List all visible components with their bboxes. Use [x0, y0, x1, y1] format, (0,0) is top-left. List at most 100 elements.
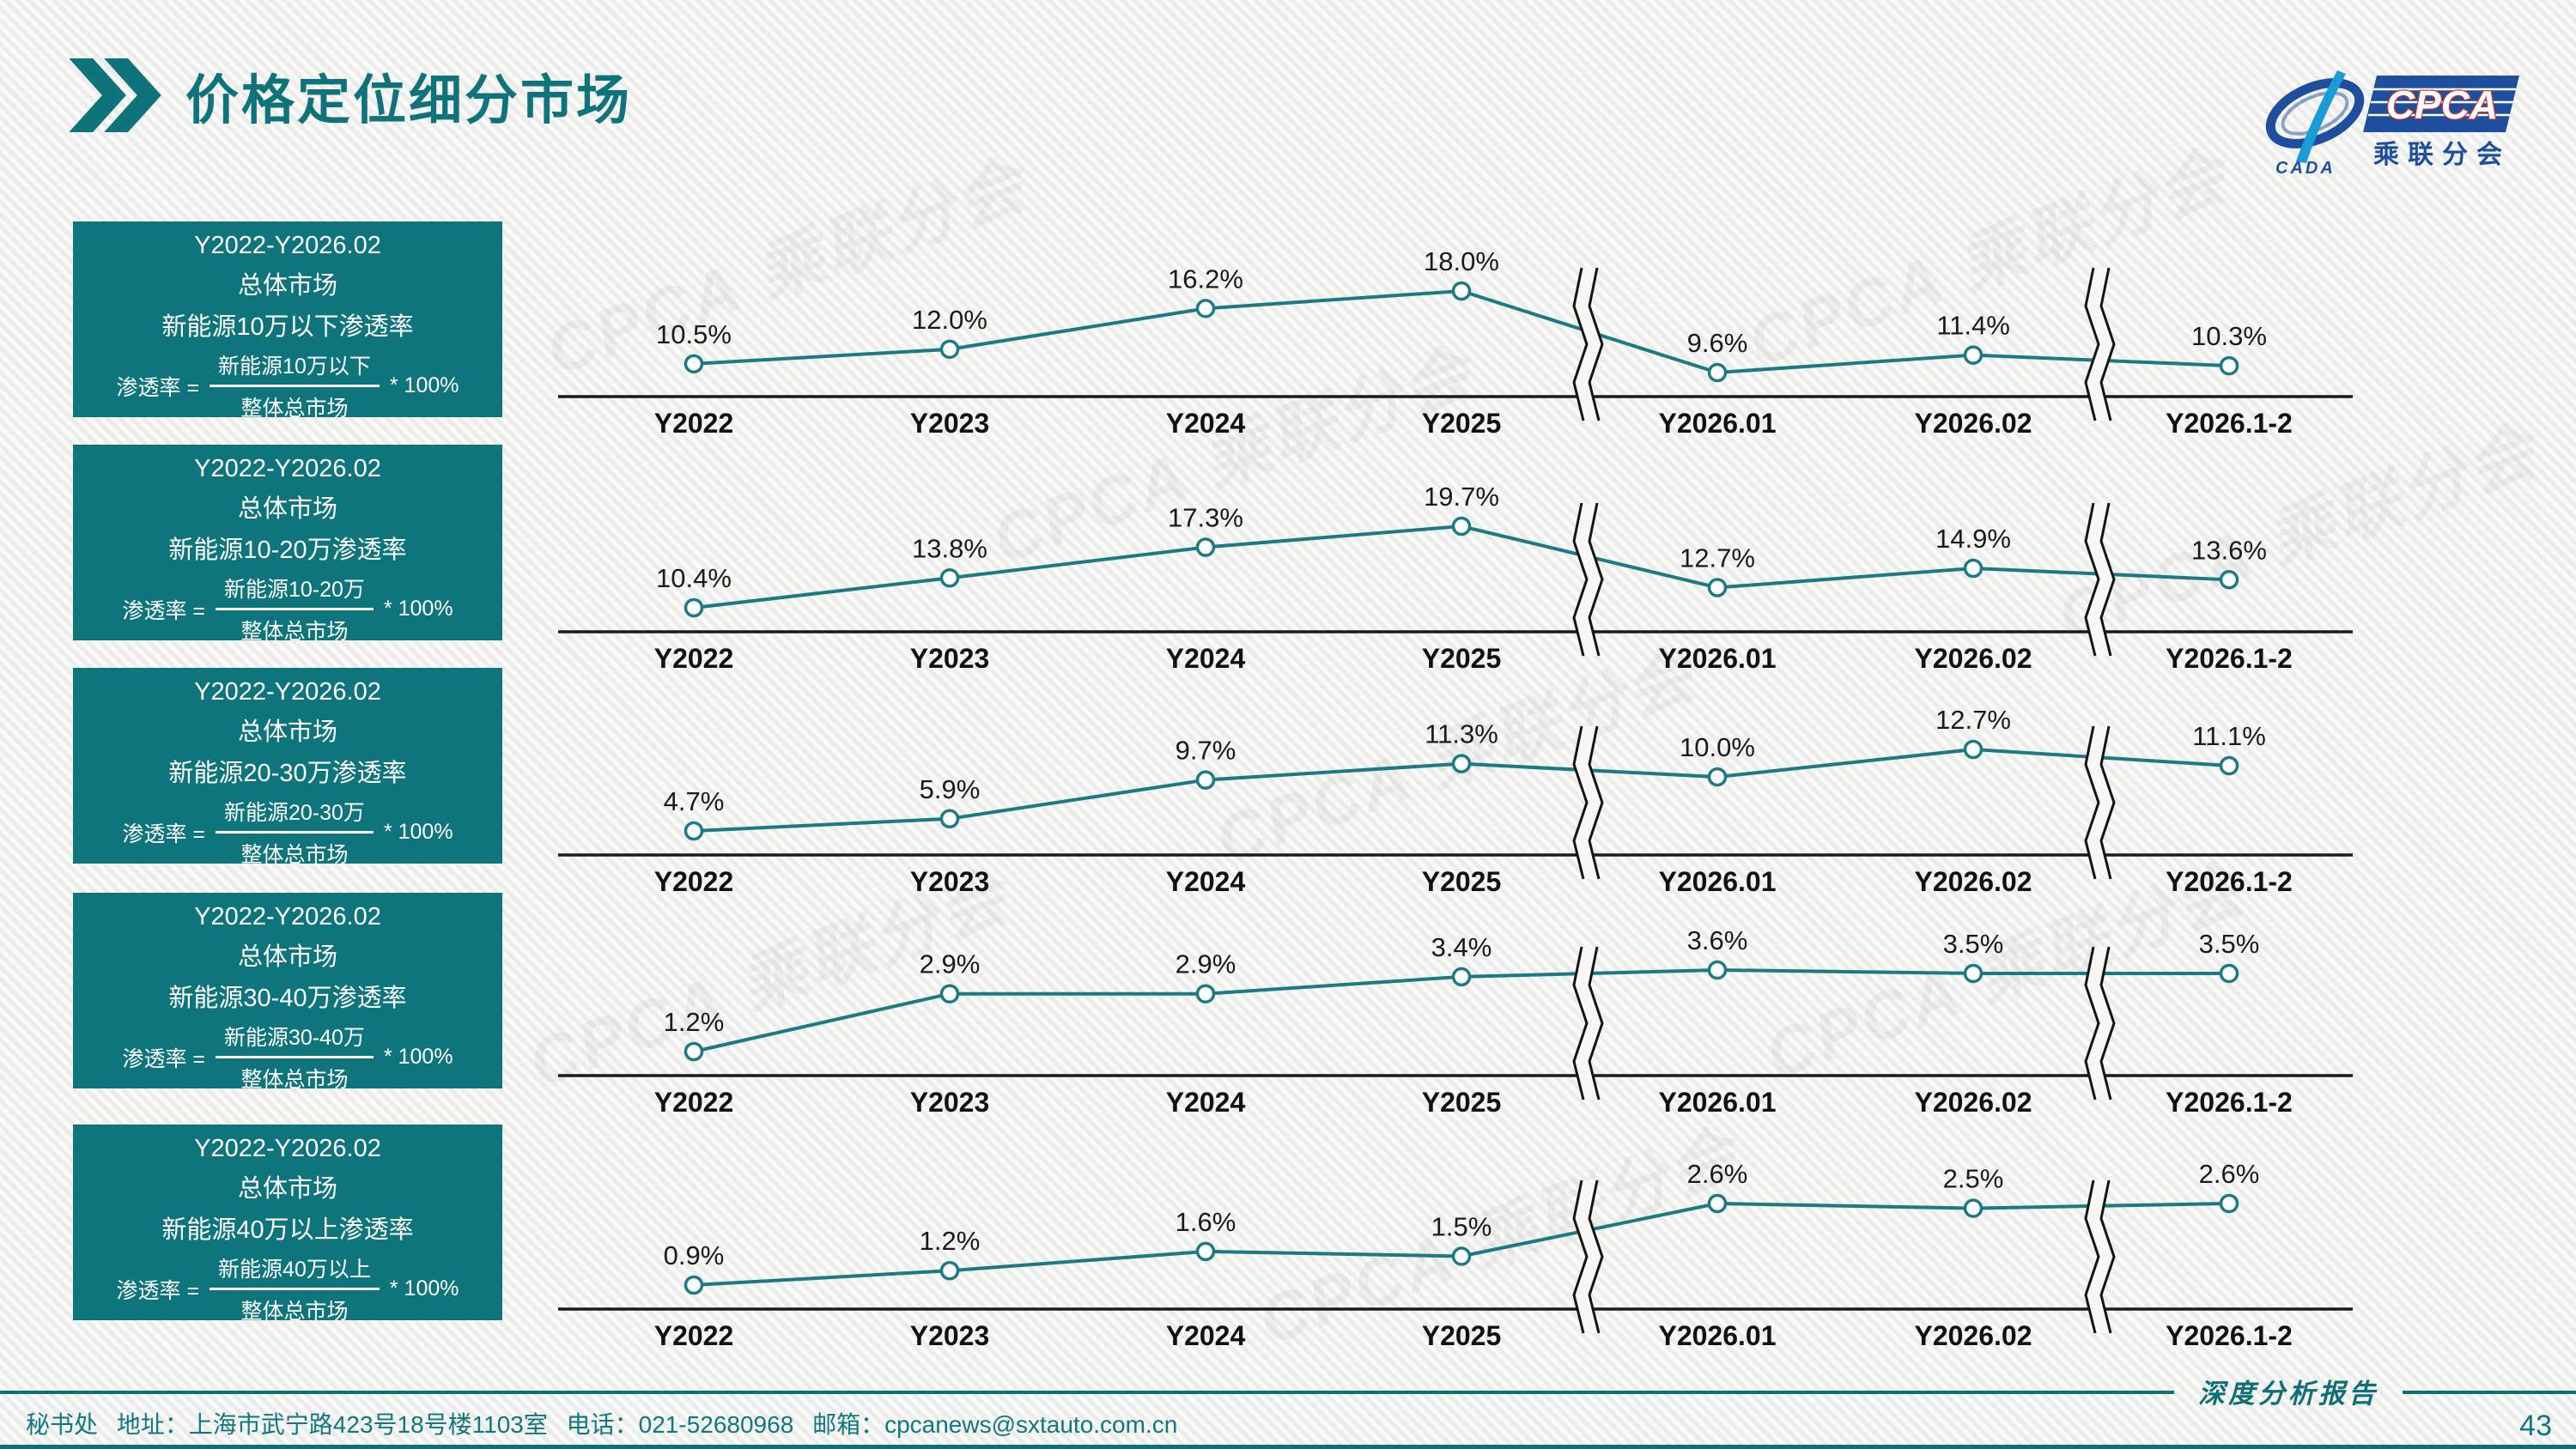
category-label: Y2024 [1166, 643, 1246, 674]
data-point-marker [1963, 739, 1984, 760]
data-label: 11.1% [2192, 721, 2266, 751]
card-period: Y2022-Y2026.02 [194, 455, 381, 482]
card-metric: 新能源20-30万渗透率 [168, 760, 407, 787]
data-point-marker [683, 821, 704, 841]
formula-lhs: 渗透率 = [116, 375, 200, 400]
card-period: Y2022-Y2026.02 [194, 678, 381, 706]
axis-break-mark [2084, 502, 2100, 657]
footer-contact: 秘书处 地址：上海市武宁路423号18号楼1103室 电话：021-526809… [26, 1406, 1189, 1440]
card-market: 总体市场 [237, 943, 337, 971]
category-label: Y2024 [1166, 866, 1246, 897]
data-label: 10.4% [656, 563, 732, 593]
formula-denominator: 整体总市场 [240, 843, 349, 867]
data-label: 12.0% [912, 305, 987, 335]
category-label: Y2022 [654, 1087, 734, 1118]
data-point-marker [1451, 516, 1472, 537]
footer-email[interactable]: 邮箱：cpcanews@sxtauto.com.cn [812, 1411, 1178, 1438]
category-label: Y2026.1-2 [2166, 1320, 2293, 1351]
data-label: 3.6% [1687, 925, 1748, 955]
formula-lhs: 渗透率 = [122, 822, 205, 846]
data-point-marker [1195, 1241, 1216, 1262]
card-period: Y2022-Y2026.02 [194, 903, 381, 931]
data-label: 3.5% [2199, 929, 2260, 959]
penetration-chart-300-400k: 1.2% Y2022 2.9% Y2023 2.9% Y2024 3.4% Y2025 3.6%… [558, 925, 2353, 1118]
data-point-marker [1451, 281, 1472, 301]
data-point-marker [1195, 984, 1216, 1003]
card-market: 总体市场 [237, 1175, 337, 1203]
metric-card-300-400k: Y2022-Y2026.02 总体市场 新能源30-40万渗透率 渗透率 = 新… [73, 893, 502, 1092]
footer-rule [0, 1391, 2174, 1394]
data-label: 11.4% [1936, 311, 2010, 341]
data-point-marker [2219, 570, 2239, 590]
data-point-marker [2219, 355, 2239, 376]
category-label: Y2026.01 [1658, 1087, 1776, 1118]
axis-break-mark [2099, 946, 2116, 1100]
data-point-marker [683, 1275, 704, 1295]
data-label: 5.9% [920, 774, 981, 804]
data-label: 11.3% [1425, 719, 1498, 749]
penetration-formula: 渗透率 = 新能源10万以下 整体总市场 * 100% [73, 349, 502, 422]
axis-break-mark [2099, 1179, 2116, 1334]
cpca-logo: CADA CPCA 乘联分会 [2265, 70, 2519, 178]
category-label: Y2023 [910, 1320, 990, 1351]
category-label: Y2023 [910, 866, 990, 897]
penetration-formula: 渗透率 = 新能源40万以上 整体总市场 * 100% [73, 1252, 502, 1325]
axis-break-mark [1572, 267, 1589, 421]
data-label: 9.6% [1687, 328, 1748, 358]
logo-cada-text: CADA [2275, 159, 2336, 178]
formula-multiplier: * 100% [383, 1045, 453, 1069]
metric-card-100-200k: Y2022-Y2026.02 总体市场 新能源10-20万渗透率 渗透率 = 新… [73, 445, 502, 644]
metric-card-200-300k: Y2022-Y2026.02 总体市场 新能源20-30万渗透率 渗透率 = 新… [73, 668, 502, 867]
logo-quill [2296, 70, 2346, 163]
data-label: 13.8% [912, 533, 987, 563]
data-label: 2.9% [920, 949, 981, 979]
formula-lhs: 渗透率 = [116, 1278, 200, 1303]
category-label: Y2023 [910, 1087, 990, 1118]
data-point-marker [1963, 963, 1984, 984]
footer-rule [2403, 1391, 2576, 1394]
formula-denominator: 整体总市场 [240, 1300, 349, 1324]
axis-break-mark [2099, 502, 2116, 657]
category-label: Y2024 [1166, 1320, 1246, 1351]
data-point-marker [683, 1041, 704, 1062]
formula-numerator: 新能源40万以上 [210, 1252, 380, 1290]
axis-break-mark [2084, 725, 2100, 880]
data-point-marker [1195, 537, 1216, 557]
data-point-marker [683, 354, 704, 374]
formula-numerator: 新能源20-30万 [215, 796, 374, 834]
data-point-marker [1195, 299, 1216, 318]
data-point-marker [2219, 963, 2239, 984]
formula-lhs: 渗透率 = [122, 1046, 205, 1071]
data-label: 14.9% [1935, 524, 2011, 554]
data-label: 12.7% [1935, 705, 2011, 735]
data-point-marker [1707, 362, 1728, 383]
formula-denominator: 整体总市场 [240, 620, 349, 644]
page-number: 43 [2519, 1410, 2552, 1442]
data-label: 3.4% [1431, 932, 1492, 962]
data-label: 2.6% [1687, 1159, 1748, 1189]
category-label: Y2026.02 [1914, 1320, 2032, 1351]
data-label: 2.5% [1943, 1164, 2004, 1194]
bottom-accent-bar [0, 1445, 2576, 1449]
data-label: 17.3% [1168, 503, 1243, 533]
formula-denominator: 整体总市场 [240, 1068, 349, 1092]
data-label: 1.2% [920, 1226, 981, 1256]
data-point-marker [1707, 578, 1728, 597]
category-label: Y2026.02 [1914, 1087, 2032, 1118]
penetration-chart-100-200k: 10.4% Y2022 13.8% Y2023 17.3% Y2024 19.7% Y2025… [558, 482, 2353, 674]
data-point-marker [939, 809, 960, 828]
card-metric: 新能源40万以上渗透率 [161, 1216, 414, 1244]
card-market: 总体市场 [237, 495, 337, 523]
card-metric: 新能源10万以下渗透率 [161, 313, 414, 341]
data-point-marker [1963, 1198, 1984, 1218]
page-header: 价格定位细分市场 [67, 57, 632, 134]
category-label: Y2025 [1422, 1087, 1502, 1118]
category-label: Y2026.01 [1658, 643, 1776, 674]
footer-secretariat: 秘书处 [26, 1411, 99, 1438]
logo-subtitle: 乘联分会 [2373, 141, 2511, 169]
category-label: Y2026.02 [1914, 643, 2032, 674]
axis-break-mark [1572, 502, 1589, 657]
data-label: 1.2% [664, 1007, 725, 1037]
data-label: 1.5% [1431, 1211, 1492, 1241]
axis-break-mark [2099, 725, 2116, 880]
